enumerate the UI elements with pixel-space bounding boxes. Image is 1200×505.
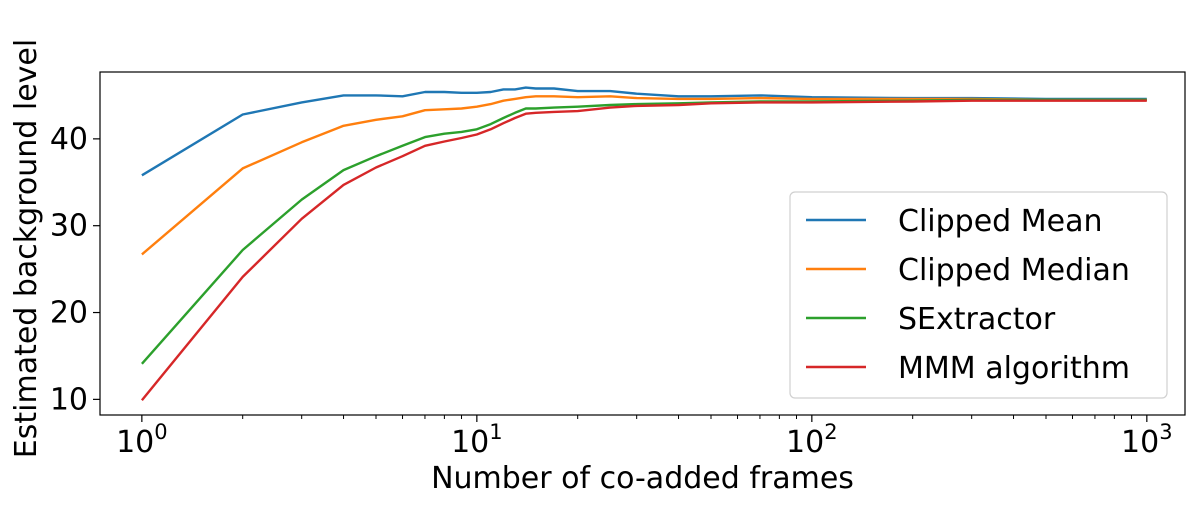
legend: Clipped Mean Clipped Median SExtractor MMM …: [789, 191, 1168, 399]
legend-label: MMM algorithm: [898, 351, 1130, 386]
y-tick-label: 20: [50, 296, 88, 331]
y-tick-label: 10: [50, 382, 88, 417]
legend-box: [789, 191, 1168, 399]
legend-label: Clipped Mean: [898, 204, 1102, 239]
series-line-3: [140, 99, 1147, 401]
x-tick-label: 101: [451, 420, 503, 460]
y-tick-label: 30: [50, 209, 88, 244]
x-axis: 100 101 102 103: [116, 415, 1173, 460]
x-tick-label: 102: [786, 420, 838, 460]
legend-label: SExtractor: [898, 302, 1056, 337]
series-line-0: [141, 86, 1147, 177]
y-tick-label: 40: [50, 122, 88, 157]
y-axis-label: Estimated background level: [9, 39, 44, 458]
legend-label: Clipped Median: [898, 253, 1130, 288]
x-tick-label: 103: [1121, 420, 1173, 460]
y-axis: 10 20 30 40: [50, 122, 100, 417]
series-line-1: [141, 95, 1147, 256]
x-tick-label: 100: [116, 420, 168, 460]
plot-lines: [140, 86, 1147, 401]
x-axis-label: Number of co-added frames: [431, 461, 854, 496]
plot-area-frame: [99, 71, 1186, 416]
